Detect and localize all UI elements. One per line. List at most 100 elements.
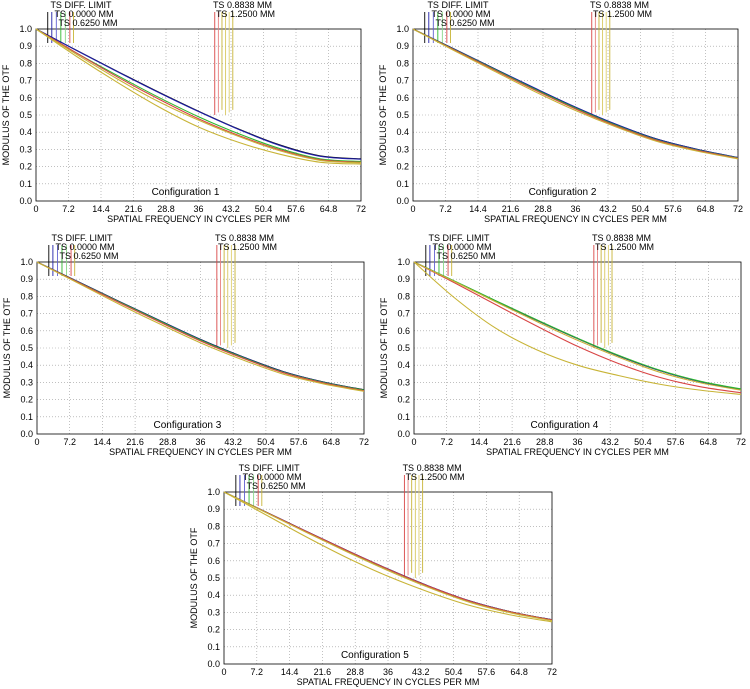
x-tick-label: 0 bbox=[221, 667, 226, 677]
y-tick-label: 0.2 bbox=[19, 162, 32, 172]
x-tick-label: 28.8 bbox=[157, 204, 175, 214]
x-tick-label: 57.6 bbox=[667, 437, 685, 447]
legend-label: TS DIFF. LIMIT bbox=[50, 0, 112, 10]
x-tick-label: 64.8 bbox=[700, 437, 718, 447]
legend-label: TS 1.2500 MM bbox=[595, 242, 654, 252]
legend-label: TS 1.2500 MM bbox=[218, 242, 277, 252]
series-ts-0-6250-mm bbox=[413, 261, 742, 390]
x-tick-label: 64.8 bbox=[323, 437, 341, 447]
x-tick-label: 43.2 bbox=[224, 437, 242, 447]
grid bbox=[37, 262, 364, 434]
x-tick-label: 64.8 bbox=[510, 667, 528, 677]
x-tick-label: 7.2 bbox=[439, 204, 452, 214]
y-tick-label: 0.9 bbox=[396, 41, 409, 51]
y-tick-label: 0.8 bbox=[396, 58, 409, 68]
legend-label: TS 1.2500 MM bbox=[593, 9, 652, 19]
x-tick-label: 50.4 bbox=[445, 667, 463, 677]
plot-frame bbox=[35, 28, 362, 202]
y-tick-label: 0.4 bbox=[20, 360, 33, 370]
x-tick-label: 50.4 bbox=[632, 204, 650, 214]
y-tick-label: 0.4 bbox=[396, 127, 409, 137]
y-tick-label: 0.5 bbox=[396, 110, 409, 120]
series-ts-1-2500-mm bbox=[223, 491, 553, 622]
series-ts-diff-limit bbox=[35, 28, 362, 160]
y-tick-label: 0.8 bbox=[397, 291, 410, 301]
x-tick-label: 43.2 bbox=[222, 204, 240, 214]
x-tick-label: 14.4 bbox=[281, 667, 299, 677]
grid bbox=[36, 29, 361, 201]
x-tick-label: 50.4 bbox=[257, 437, 275, 447]
series-ts-0-8838-mm bbox=[413, 261, 742, 394]
series-ts-1-2500-mm bbox=[413, 261, 742, 391]
legend-label: TS 1.2500 MM bbox=[406, 472, 465, 482]
legend-label: TS 0.0000 MM bbox=[56, 242, 115, 252]
x-tick-label: 57.6 bbox=[290, 437, 308, 447]
x-tick-label: 36 bbox=[570, 204, 580, 214]
x-tick-label: 43.2 bbox=[601, 437, 619, 447]
x-tick-label: 72 bbox=[359, 437, 369, 447]
y-axis-label: MODULUS OF THE OTF bbox=[189, 527, 199, 628]
plot-frame bbox=[413, 261, 742, 435]
x-tick-label: 43.2 bbox=[412, 667, 430, 677]
y-tick-label: 1.0 bbox=[207, 487, 220, 497]
legend-markers bbox=[424, 12, 611, 115]
series-group bbox=[36, 261, 365, 392]
chart-title: Configuration 3 bbox=[154, 420, 222, 431]
legend-markers bbox=[47, 12, 234, 115]
y-tick-label: 0.5 bbox=[207, 573, 220, 583]
x-tick-label: 28.8 bbox=[159, 437, 177, 447]
legend-label: TS 0.6250 MM bbox=[437, 251, 496, 261]
y-tick-label: 0.2 bbox=[20, 395, 33, 405]
x-tick-label: 0 bbox=[34, 437, 39, 447]
legend-label: TS 0.0000 MM bbox=[433, 242, 492, 252]
series-group bbox=[412, 28, 739, 160]
x-tick-label: 36 bbox=[383, 667, 393, 677]
series-ts-0-6250-mm bbox=[412, 28, 739, 159]
plot-frame bbox=[36, 261, 365, 435]
y-tick-label: 0.3 bbox=[19, 144, 32, 154]
y-tick-label: 1.0 bbox=[396, 24, 409, 34]
x-tick-label: 28.8 bbox=[346, 667, 364, 677]
chart-2: 0 7.2 14.4 21.6 28.8 36 43.2 50.4 57.6 64.8 72 0.0 0… bbox=[378, 0, 743, 224]
y-tick-label: 0.4 bbox=[19, 127, 32, 137]
x-tick-label: 21.6 bbox=[314, 667, 332, 677]
x-tick-label: 36 bbox=[193, 204, 203, 214]
y-tick-label: 0.1 bbox=[20, 412, 33, 422]
chart-1: 0 7.2 14.4 21.6 28.8 36 43.2 50.4 57.6 64.8 72 0.0 0… bbox=[1, 0, 366, 224]
series-group bbox=[223, 491, 553, 623]
legend-label: TS 1.2500 MM bbox=[216, 9, 275, 19]
y-tick-label: 1.0 bbox=[20, 257, 33, 267]
x-tick-label: 21.6 bbox=[502, 204, 520, 214]
x-tick-label: 14.4 bbox=[92, 204, 110, 214]
chart-5: 0 7.2 14.4 21.6 28.8 36 43.2 50.4 57.6 64.8 72 0.0 0… bbox=[189, 463, 557, 687]
chart-3: 0 7.2 14.4 21.6 28.8 36 43.2 50.4 57.6 64.8 72 0.0 0… bbox=[2, 233, 369, 457]
x-tick-label: 0 bbox=[33, 204, 38, 214]
y-tick-label: 0.5 bbox=[19, 110, 32, 120]
series-ts-0-8838-mm bbox=[35, 28, 362, 163]
x-tick-label: 72 bbox=[736, 437, 746, 447]
x-tick-label: 7.2 bbox=[440, 437, 453, 447]
series-ts-0-0000-mm bbox=[35, 28, 362, 160]
series-ts-diff-limit bbox=[412, 28, 739, 159]
y-tick-label: 0.0 bbox=[396, 196, 409, 206]
y-tick-label: 0.6 bbox=[19, 93, 32, 103]
series-ts-1-2500-mm-sagittal bbox=[413, 261, 742, 395]
y-tick-label: 1.0 bbox=[397, 257, 410, 267]
x-tick-label: 28.8 bbox=[536, 437, 554, 447]
y-axis-label: MODULUS OF THE OTF bbox=[1, 64, 11, 165]
series-ts-0-8838-mm bbox=[36, 261, 365, 392]
y-tick-label: 0.5 bbox=[397, 343, 410, 353]
x-tick-label: 72 bbox=[733, 204, 743, 214]
x-tick-label: 14.4 bbox=[471, 437, 489, 447]
y-tick-label: 0.9 bbox=[19, 41, 32, 51]
x-tick-label: 50.4 bbox=[634, 437, 652, 447]
y-tick-label: 0.8 bbox=[19, 58, 32, 68]
y-tick-label: 0.3 bbox=[396, 144, 409, 154]
y-tick-label: 0.4 bbox=[207, 590, 220, 600]
x-tick-label: 21.6 bbox=[126, 437, 144, 447]
y-tick-label: 0.1 bbox=[19, 179, 32, 189]
x-tick-label: 14.4 bbox=[94, 437, 112, 447]
legend-label: TS DIFF. LIMIT bbox=[239, 463, 301, 473]
y-tick-label: 0.2 bbox=[397, 395, 410, 405]
